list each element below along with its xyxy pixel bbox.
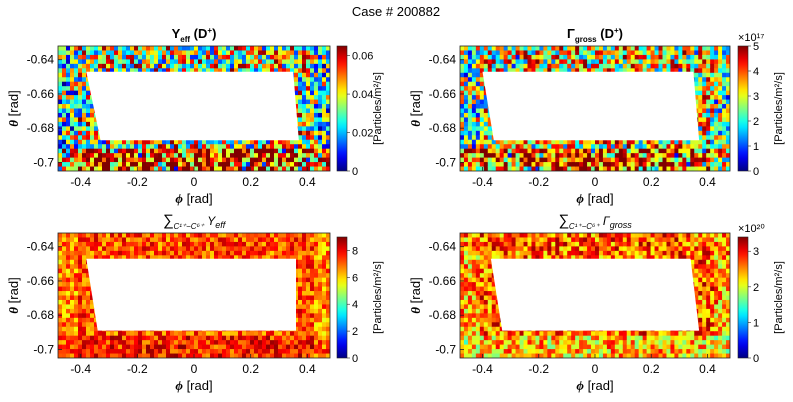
x-tick-label: -0.2 [528,175,549,189]
x-tick-label: 0 [191,362,198,376]
colorbar-tick-label: 1 [753,141,759,153]
x-tick-label: -0.4 [70,175,91,189]
y-tick-label: -0.64 [429,53,457,67]
y-axis-label: θ [rad] [408,90,423,126]
x-tick-label: 0.2 [643,362,660,376]
colorbar-tick-label: 8 [352,245,358,257]
empty-region [490,258,700,331]
x-tick-label: -0.2 [127,175,148,189]
x-tick-label: 0.2 [242,362,259,376]
colorbar-label: [Particles/m²/s] [773,261,785,334]
y-tick-label: -0.66 [27,274,55,288]
colorbar-tick-label: 1 [753,317,759,329]
colorbar-tick-label: 4 [753,66,759,78]
panel-p2: -0.4 -0.2 0 0.2 0.4 -0.64 -0.66 -0.68 -0.7 ϕ [rad… [408,26,785,206]
y-tick-label: -0.7 [33,155,54,169]
x-axis-label: ϕ [rad] [175,378,212,393]
x-tick-label: -0.2 [528,362,549,376]
colorbar [336,45,348,172]
y-tick-label: -0.64 [429,240,457,254]
colorbar [737,236,749,359]
colorbar-tick-label: 0.04 [352,89,373,101]
colorbar-tick-label: 0 [352,353,358,365]
x-axis-label: ϕ [rad] [576,191,613,206]
x-tick-label: 0.4 [299,362,316,376]
y-tick-label: -0.68 [27,308,55,322]
colorbar [336,236,348,359]
panel-p1: -0.4 -0.2 0 0.2 0.4 -0.64 -0.66 -0.68 -0.7 ϕ [rad… [6,26,384,206]
panel-p4: -0.4 -0.2 0 0.2 0.4 -0.64 -0.66 -0.68 -0.7 ϕ [rad… [408,212,785,393]
colorbar-tick-label: 0.06 [352,51,373,63]
empty-region [86,71,299,141]
colorbar-tick-label: 3 [753,91,759,103]
colorbar-tick-label: 0.02 [352,128,373,140]
panel-p3: -0.4 -0.2 0 0.2 0.4 -0.64 -0.66 -0.68 -0.7 ϕ [rad… [6,212,384,393]
panel-title: Yeff (D+) [172,26,217,44]
x-tick-label: 0 [592,362,599,376]
panel-title: ∑C¹⁺−C⁶⁺ Yeff [163,212,227,231]
x-tick-label: -0.4 [472,362,493,376]
y-tick-label: -0.7 [435,155,456,169]
colorbar-label: [Particles/m²/s] [372,72,384,145]
y-tick-label: -0.7 [33,342,54,356]
colorbar-tick-label: 2 [753,282,759,294]
x-tick-label: -0.4 [70,362,91,376]
y-tick-label: -0.66 [429,274,457,288]
colorbar-exponent: ×10²⁰ [738,223,765,235]
y-tick-label: -0.68 [429,121,457,135]
colorbar-tick-label: 5 [753,41,759,53]
colorbar-tick-label: 6 [352,272,358,284]
y-tick-label: -0.66 [27,87,55,101]
x-tick-label: 0.4 [699,175,716,189]
x-tick-label: 0.4 [699,362,716,376]
panel-title: ∑C¹⁺−C⁶⁺ Γgross [558,212,632,231]
y-tick-label: -0.68 [429,308,457,322]
colorbar-tick-label: 2 [352,326,358,338]
colorbar-tick-label: 4 [352,299,358,311]
y-tick-label: -0.7 [435,342,456,356]
colorbar-exponent: ×10¹⁷ [738,32,764,44]
colorbar-tick-label: 0 [753,353,759,365]
x-tick-label: 0 [191,175,198,189]
figure-title: Case # 200882 [352,4,440,19]
empty-region [482,71,700,141]
y-axis-label: θ [rad] [6,90,21,126]
colorbar-tick-label: 0 [352,166,358,178]
y-tick-label: -0.68 [27,121,55,135]
colorbar-tick-label: 3 [753,246,759,258]
y-axis-label: θ [rad] [408,277,423,313]
x-tick-label: -0.4 [472,175,493,189]
y-tick-label: -0.64 [27,53,55,67]
empty-region [86,258,296,331]
y-tick-label: -0.66 [429,87,457,101]
x-axis-label: ϕ [rad] [576,378,613,393]
colorbar [737,45,749,172]
colorbar-tick-label: 2 [753,116,759,128]
colorbar-label: [Particles/m²/s] [773,72,785,145]
y-axis-label: θ [rad] [6,277,21,313]
colorbar-tick-label: 0 [753,166,759,178]
x-axis-label: ϕ [rad] [175,191,212,206]
x-tick-label: -0.2 [127,362,148,376]
x-tick-label: 0.2 [242,175,259,189]
x-tick-label: 0.2 [643,175,660,189]
colorbar-label: [Particles/m²/s] [372,261,384,334]
x-tick-label: 0.4 [299,175,316,189]
x-tick-label: 0 [592,175,599,189]
panel-title: Γgross (D+) [567,26,623,44]
y-tick-label: -0.64 [27,240,55,254]
